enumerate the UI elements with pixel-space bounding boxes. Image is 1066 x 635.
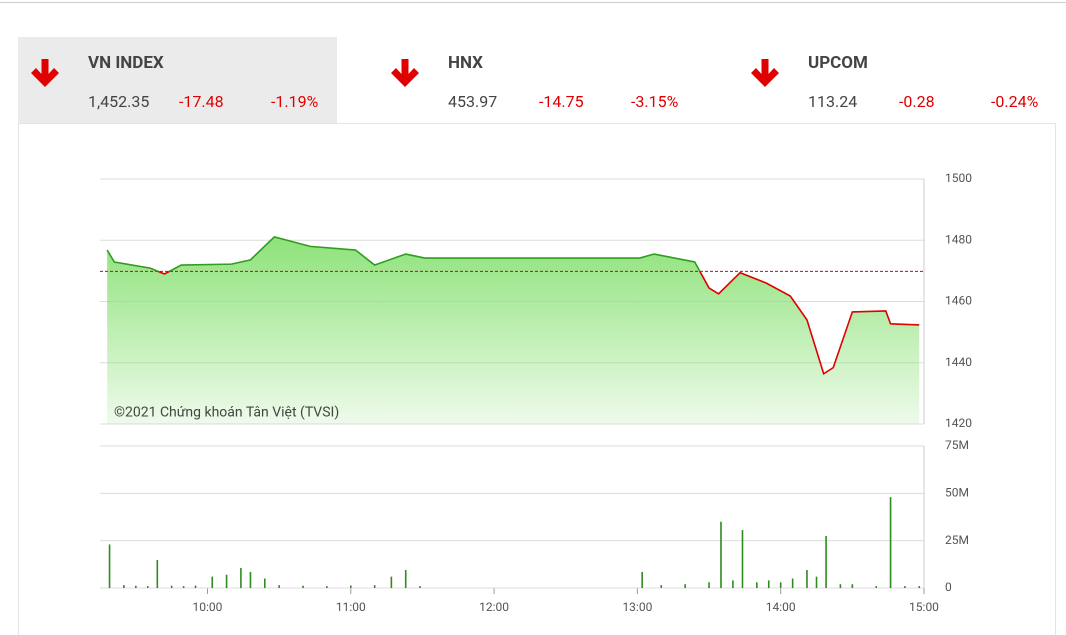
volume-bar [779, 582, 782, 588]
volume-bar [732, 580, 734, 588]
volume-bar [889, 497, 892, 588]
index-change: -0.28 [899, 92, 935, 111]
index-percent: -1.19% [271, 92, 319, 111]
x-tick-label: 15:00 [909, 600, 939, 614]
index-name: UPCOM [808, 53, 868, 73]
y-tick-label: 25M [945, 533, 969, 547]
volume-bar [123, 585, 125, 588]
x-tick-label: 10:00 [193, 600, 223, 614]
volume-bar [135, 585, 137, 588]
volume-bar [264, 578, 266, 588]
volume-bar [194, 585, 197, 588]
y-tick-label: 0 [945, 580, 952, 594]
volume-bar [720, 521, 722, 588]
y-tick-label: 75M [945, 438, 969, 452]
index-percent: -0.24% [991, 92, 1039, 111]
volume-bar [170, 585, 173, 588]
index-name: HNX [448, 53, 483, 73]
volume-bar [211, 576, 214, 588]
index-value: 1,452.35 [88, 92, 150, 111]
index-change: -14.75 [539, 92, 584, 111]
volume-bar [825, 535, 827, 588]
x-tick-label: 13:00 [622, 600, 652, 614]
volume-bar [326, 586, 328, 588]
volume-bar [756, 582, 758, 588]
volume-bar [404, 570, 407, 588]
volume-bar [851, 584, 854, 588]
volume-bar [641, 571, 643, 588]
volume-bar [390, 576, 393, 588]
index-change: -17.48 [179, 92, 224, 111]
index-percent: -3.15% [631, 92, 679, 111]
volume-bar [249, 571, 252, 588]
volume-bar [108, 544, 111, 588]
index-tab[interactable]: VN INDEX 1,452.35 -17.48 -1.19% [18, 37, 337, 123]
x-tick-label: 12:00 [479, 600, 509, 614]
volume-bar [839, 584, 842, 588]
volume-bar [918, 586, 921, 588]
volume-bar [146, 586, 149, 588]
volume-bar [708, 582, 710, 588]
index-tab[interactable]: UPCOM 113.24 -0.28 -0.24% [738, 37, 1057, 123]
x-tick-label: 14:00 [766, 600, 796, 614]
down-arrow [751, 59, 779, 87]
volume-bar [225, 574, 228, 588]
volume-bar [904, 586, 906, 588]
volume-bar [815, 576, 818, 588]
volume-bar [373, 585, 376, 588]
volume-bar [660, 585, 663, 588]
y-tick-label: 1480 [945, 232, 972, 246]
y-tick-label: 1440 [945, 355, 972, 369]
index-value: 453.97 [448, 92, 498, 111]
y-tick-label: 1460 [945, 294, 972, 308]
price-area [107, 236, 920, 424]
top-rule [0, 2, 1066, 3]
volume-bar [240, 567, 242, 588]
y-tick-label: 50M [945, 486, 969, 500]
price-line [106, 235, 920, 376]
volume-bar [741, 530, 744, 588]
volume-bar [156, 559, 159, 588]
volume-bar [791, 578, 794, 588]
x-tick-label: 11:00 [336, 600, 366, 614]
volume-bar [302, 585, 304, 588]
copyright: ©2021 Chứng khoán Tân Việt (TVSI) [114, 405, 339, 421]
volume-bar [875, 586, 878, 588]
volume-bar [684, 584, 686, 588]
index-tab[interactable]: HNX 453.97 -14.75 -3.15% [378, 37, 697, 123]
chart-panel [18, 123, 1056, 635]
down-arrow [31, 59, 59, 87]
volume-bar [419, 586, 421, 588]
index-name: VN INDEX [88, 53, 164, 73]
y-tick-label: 1420 [945, 416, 972, 430]
volume-bar [182, 586, 185, 588]
index-value: 113.24 [808, 92, 858, 111]
volume-bar [278, 585, 280, 588]
y-tick-label: 1500 [945, 171, 972, 185]
volume-bar [349, 585, 352, 588]
volume-bar [767, 580, 770, 588]
down-arrow [391, 59, 419, 87]
volume-bar [806, 570, 808, 588]
